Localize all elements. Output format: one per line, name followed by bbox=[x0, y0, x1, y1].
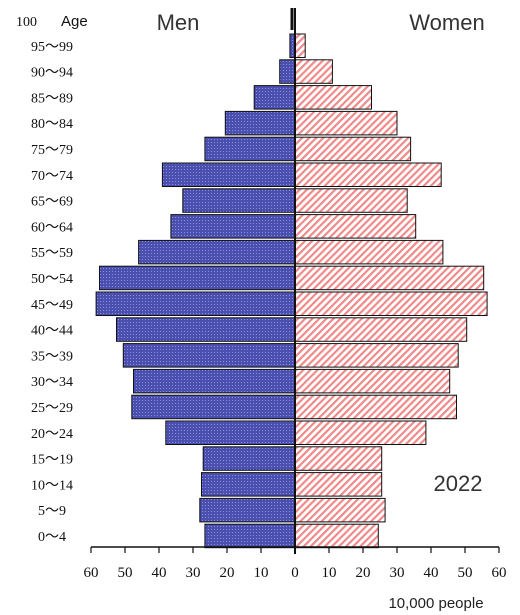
bar-women-20～24 bbox=[294, 420, 427, 445]
header-men: Men bbox=[157, 10, 200, 35]
bar-men-15～19 bbox=[202, 446, 296, 471]
bar-men-30～34 bbox=[133, 368, 296, 394]
bar-men-5～9 bbox=[199, 497, 296, 523]
age-label-25～29: 25～29 bbox=[31, 401, 73, 416]
age-axis-label: Age bbox=[61, 13, 88, 30]
x-tick-label: 30 bbox=[186, 565, 201, 581]
age-label-40～44: 40～44 bbox=[31, 324, 73, 339]
bar-men-85～89 bbox=[253, 85, 296, 110]
age-label-45～49: 45～49 bbox=[31, 298, 73, 313]
x-tick-label: 50 bbox=[458, 565, 473, 581]
bar-men-10～14 bbox=[201, 472, 296, 497]
age-label-0～4: 0～4 bbox=[38, 530, 66, 545]
age-label-60～64: 60～64 bbox=[31, 220, 73, 235]
bar-women-90～94 bbox=[294, 59, 333, 84]
year-label: 2022 bbox=[434, 471, 483, 496]
x-tick-label: 30 bbox=[390, 565, 405, 581]
bar-women-15～19 bbox=[294, 446, 383, 471]
bar-women-65～69 bbox=[294, 188, 408, 213]
age-label-5～9: 5～9 bbox=[38, 504, 66, 519]
bar-men-25～29 bbox=[131, 394, 296, 420]
x-tick-label: 20 bbox=[220, 565, 235, 581]
bar-women-10～14 bbox=[294, 472, 383, 497]
age-label-15～19: 15～19 bbox=[31, 453, 73, 468]
x-tick-label: 20 bbox=[356, 565, 371, 581]
bar-men-70～74 bbox=[161, 162, 296, 187]
x-tick-label: 40 bbox=[152, 565, 167, 581]
age-label-85～89: 85～89 bbox=[31, 91, 73, 106]
bar-women-50～54 bbox=[294, 265, 485, 291]
bar-men-45～49 bbox=[95, 291, 296, 316]
bar-men-0～4 bbox=[204, 523, 296, 549]
bar-men-55～59 bbox=[138, 239, 296, 265]
bar-women-75～79 bbox=[294, 136, 412, 162]
header-women: Women bbox=[409, 10, 484, 35]
bar-men-75～79 bbox=[204, 136, 296, 162]
x-tick-label: 40 bbox=[424, 565, 439, 581]
bars-group bbox=[95, 33, 488, 549]
age-top-label: 100 bbox=[16, 15, 37, 30]
bar-women-30～34 bbox=[294, 368, 451, 394]
age-label-70～74: 70～74 bbox=[31, 169, 73, 184]
age-label-75～79: 75～79 bbox=[31, 143, 73, 158]
bar-men-65～69 bbox=[182, 188, 296, 213]
x-tick-label: 0 bbox=[291, 565, 299, 581]
age-label-80～84: 80～84 bbox=[31, 117, 73, 132]
x-tick-label: 50 bbox=[118, 565, 133, 581]
bar-women-25～29 bbox=[294, 394, 457, 420]
age-label-20～24: 20～24 bbox=[31, 427, 73, 442]
x-tick-label: 60 bbox=[492, 565, 507, 581]
age-label-30～34: 30～34 bbox=[31, 375, 73, 390]
unit-label: 10,000 people bbox=[388, 595, 483, 612]
age-label-95～99: 95～99 bbox=[31, 40, 73, 55]
bar-women-70～74 bbox=[294, 162, 442, 187]
bar-women-95～99 bbox=[294, 33, 306, 58]
bar-men-35～39 bbox=[122, 343, 296, 368]
bar-women-80～84 bbox=[294, 110, 398, 136]
bar-men-50～54 bbox=[99, 265, 296, 291]
age-label-50～54: 50～54 bbox=[31, 272, 73, 287]
age-labels-group: 95～99 90～94 85～89 80～84 75～79 70～74 65～69 60～64… bbox=[31, 40, 73, 545]
bar-men-20～24 bbox=[165, 420, 296, 445]
bar-women-55～59 bbox=[294, 239, 444, 265]
age-label-55～59: 55～59 bbox=[31, 246, 73, 261]
bar-men-40～44 bbox=[116, 317, 296, 342]
age-label-35～39: 35～39 bbox=[31, 349, 73, 364]
age-label-65～69: 65～69 bbox=[31, 195, 73, 210]
x-tick-label: 10 bbox=[322, 565, 337, 581]
x-axis: 60 50 40 30 20 10 0 10 20 30 40 50 60 bbox=[84, 8, 507, 581]
bar-women-60～64 bbox=[294, 214, 417, 239]
bar-women-45～49 bbox=[294, 291, 488, 316]
bar-women-35～39 bbox=[294, 343, 459, 368]
bar-men-90～94 bbox=[279, 59, 296, 84]
bar-men-60～64 bbox=[170, 214, 296, 239]
age-label-10～14: 10～14 bbox=[31, 478, 73, 493]
bar-women-40～44 bbox=[294, 317, 468, 342]
bar-women-0～4 bbox=[294, 523, 379, 549]
bar-men-80～84 bbox=[224, 110, 296, 136]
age-label-90～94: 90～94 bbox=[31, 66, 73, 81]
x-tick-label: 10 bbox=[254, 565, 269, 581]
bar-women-5～9 bbox=[294, 497, 386, 523]
bar-women-85～89 bbox=[294, 85, 372, 110]
x-tick-label: 60 bbox=[84, 565, 99, 581]
